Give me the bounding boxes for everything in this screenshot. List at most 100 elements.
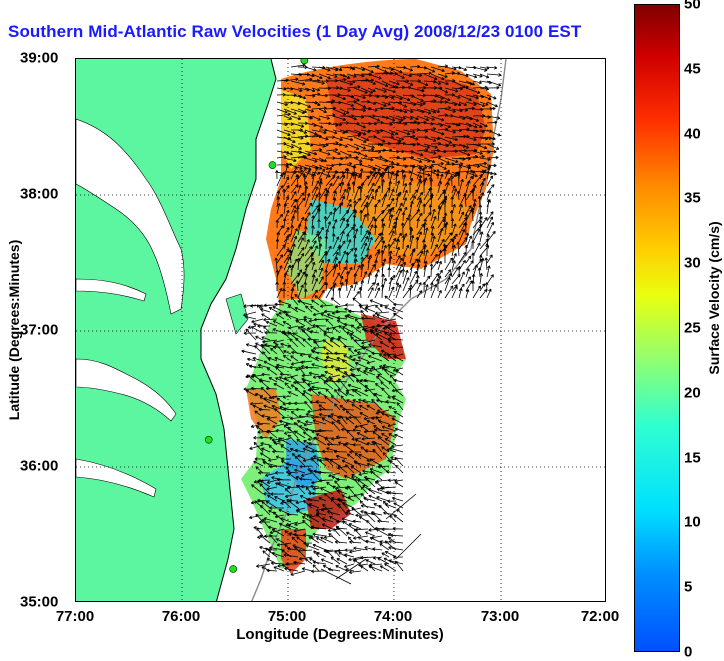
velocity-arrow xyxy=(335,558,367,580)
velocity-arrow xyxy=(388,197,395,208)
velocity-arrow xyxy=(276,397,285,404)
velocity-arrow xyxy=(381,387,390,397)
velocity-arrow xyxy=(303,318,313,327)
velocity-arrow xyxy=(259,483,271,495)
velocity-arrow xyxy=(374,328,390,334)
station-marker xyxy=(204,435,213,444)
velocity-arrow xyxy=(350,373,362,383)
velocity-arrow xyxy=(458,164,462,180)
velocity-arrow xyxy=(334,351,348,356)
velocity-arrow xyxy=(367,129,380,134)
velocity-arrow xyxy=(266,486,278,491)
velocity-arrow xyxy=(395,389,404,397)
velocity-arrow xyxy=(283,248,290,257)
velocity-arrow xyxy=(265,386,278,391)
velocity-arrow xyxy=(342,520,355,530)
velocity-arrow xyxy=(276,478,292,482)
velocity-arrow xyxy=(300,472,313,477)
velocity-arrow xyxy=(311,172,316,187)
velocity-arrow xyxy=(339,162,353,166)
velocity-arrow xyxy=(345,441,355,446)
velocity-arrow xyxy=(324,365,334,369)
velocity-arrow xyxy=(282,188,286,201)
velocity-arrow xyxy=(356,432,369,439)
velocity-arrow xyxy=(310,458,320,467)
velocity-arrow xyxy=(264,330,278,335)
velocity-arrow xyxy=(347,383,362,390)
velocity-arrow xyxy=(472,161,487,166)
velocity-arrow xyxy=(367,216,375,229)
velocity-arrow xyxy=(258,471,271,475)
velocity-arrow xyxy=(363,475,376,481)
velocity-arrow xyxy=(326,481,334,488)
velocity-arrow xyxy=(346,143,360,150)
velocity-arrow xyxy=(315,507,327,512)
velocity-arrow xyxy=(363,378,376,383)
velocity-arrow xyxy=(311,363,327,369)
velocity-arrow xyxy=(290,272,301,285)
velocity-arrow xyxy=(290,224,294,236)
velocity-arrow xyxy=(273,441,285,446)
velocity-arrow xyxy=(290,169,304,173)
velocity-arrow xyxy=(276,542,292,547)
velocity-arrow xyxy=(387,490,404,495)
velocity-arrow xyxy=(423,227,429,243)
velocity-arrow xyxy=(442,219,447,229)
velocity-arrow xyxy=(275,343,285,355)
velocity-arrow xyxy=(402,73,413,78)
velocity-arrow xyxy=(296,419,306,425)
velocity-arrow xyxy=(367,287,374,299)
velocity-arrow xyxy=(444,285,454,299)
velocity-arrow xyxy=(335,435,348,439)
velocity-arrow xyxy=(272,320,285,327)
velocity-arrow xyxy=(351,476,362,488)
x-tick-label: 77:00 xyxy=(55,608,95,625)
velocity-arrow xyxy=(451,122,461,127)
velocity-arrow xyxy=(294,455,306,467)
velocity-arrow xyxy=(334,540,348,544)
velocity-arrow xyxy=(450,218,455,229)
velocity-arrow xyxy=(307,337,320,341)
velocity-arrow xyxy=(360,136,370,142)
velocity-arrow xyxy=(472,150,483,155)
map-plot-area[interactable] xyxy=(75,58,606,602)
velocity-arrow xyxy=(472,216,483,229)
velocity-arrow xyxy=(395,101,408,108)
velocity-arrow xyxy=(266,568,278,573)
velocity-arrow xyxy=(449,175,454,187)
velocity-arrow xyxy=(387,323,404,327)
velocity-arrow xyxy=(395,269,403,285)
velocity-arrow xyxy=(465,289,470,299)
velocity-arrow xyxy=(303,541,313,546)
velocity-arrow xyxy=(263,317,278,322)
velocity-arrow xyxy=(323,215,328,229)
velocity-arrow xyxy=(367,282,375,292)
velocity-arrow xyxy=(255,513,264,523)
velocity-arrow xyxy=(263,360,278,369)
velocity-arrow xyxy=(260,452,271,460)
velocity-arrow xyxy=(388,129,399,135)
velocity-arrow xyxy=(254,457,264,461)
grid-lines xyxy=(76,59,605,601)
velocity-arrow xyxy=(381,193,388,208)
velocity-arrow xyxy=(486,106,496,111)
velocity-arrow xyxy=(325,549,334,558)
velocity-arrow xyxy=(346,399,355,404)
velocity-arrow xyxy=(437,173,444,187)
velocity-arrow xyxy=(388,208,393,222)
velocity-arrow xyxy=(354,389,369,397)
velocity-arrow xyxy=(325,129,338,135)
velocity-arrow xyxy=(486,288,492,299)
velocity-arrow xyxy=(303,232,307,243)
velocity-arrow xyxy=(353,264,361,278)
velocity-arrow xyxy=(388,237,397,250)
velocity-arrow xyxy=(437,238,445,250)
velocity-arrow xyxy=(451,71,461,76)
velocity-arrow xyxy=(341,359,355,369)
velocity-arrow xyxy=(479,283,486,292)
velocity-arrow xyxy=(301,567,313,572)
velocity-arrow xyxy=(402,115,414,120)
velocity-arrow xyxy=(351,403,362,411)
velocity-arrow xyxy=(381,262,385,278)
velocity-arrow xyxy=(393,514,404,523)
